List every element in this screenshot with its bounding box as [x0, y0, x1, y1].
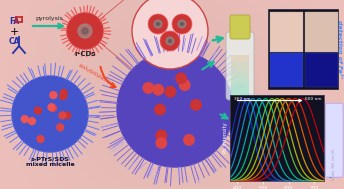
- Circle shape: [67, 13, 103, 49]
- FancyBboxPatch shape: [230, 15, 250, 39]
- FancyBboxPatch shape: [231, 91, 249, 93]
- Text: 360 nm: 360 nm: [234, 97, 250, 101]
- Y-axis label: PL Intensity: PL Intensity: [223, 123, 228, 153]
- FancyBboxPatch shape: [231, 57, 249, 58]
- FancyBboxPatch shape: [231, 60, 249, 61]
- FancyBboxPatch shape: [231, 77, 249, 78]
- FancyBboxPatch shape: [231, 67, 249, 69]
- FancyBboxPatch shape: [268, 9, 338, 89]
- Text: r-CDs: r-CDs: [74, 51, 96, 57]
- Circle shape: [143, 83, 154, 93]
- Circle shape: [166, 37, 174, 45]
- Circle shape: [57, 124, 64, 131]
- FancyBboxPatch shape: [231, 68, 249, 70]
- FancyBboxPatch shape: [231, 91, 249, 92]
- FancyBboxPatch shape: [231, 83, 249, 84]
- Circle shape: [64, 112, 71, 119]
- Text: Under 365 nm UV: Under 365 nm UV: [332, 148, 336, 180]
- FancyBboxPatch shape: [231, 88, 249, 90]
- FancyBboxPatch shape: [231, 74, 249, 75]
- FancyBboxPatch shape: [231, 60, 249, 62]
- Circle shape: [21, 116, 28, 122]
- Circle shape: [117, 51, 233, 167]
- Circle shape: [153, 84, 163, 95]
- Circle shape: [157, 22, 160, 26]
- Circle shape: [156, 130, 166, 141]
- FancyBboxPatch shape: [231, 59, 249, 60]
- Circle shape: [165, 87, 175, 97]
- FancyBboxPatch shape: [231, 84, 249, 86]
- Circle shape: [12, 76, 88, 152]
- Circle shape: [29, 118, 35, 125]
- FancyBboxPatch shape: [231, 64, 249, 65]
- FancyBboxPatch shape: [305, 12, 338, 52]
- FancyBboxPatch shape: [231, 77, 249, 79]
- FancyBboxPatch shape: [231, 90, 249, 91]
- Circle shape: [180, 80, 190, 90]
- Text: +: +: [9, 27, 19, 37]
- Circle shape: [132, 0, 208, 69]
- FancyBboxPatch shape: [231, 73, 249, 74]
- FancyBboxPatch shape: [231, 92, 249, 94]
- FancyBboxPatch shape: [231, 88, 249, 89]
- Text: full-color emission !: full-color emission !: [232, 170, 332, 180]
- Text: 600 nm: 600 nm: [305, 97, 322, 101]
- FancyBboxPatch shape: [231, 63, 249, 64]
- FancyBboxPatch shape: [231, 70, 249, 72]
- Circle shape: [59, 112, 66, 119]
- FancyBboxPatch shape: [231, 84, 249, 85]
- Circle shape: [176, 73, 186, 84]
- FancyBboxPatch shape: [231, 94, 249, 95]
- Circle shape: [169, 40, 172, 43]
- Circle shape: [148, 14, 168, 34]
- FancyBboxPatch shape: [231, 87, 249, 88]
- Circle shape: [160, 31, 180, 51]
- FancyBboxPatch shape: [305, 53, 338, 87]
- FancyBboxPatch shape: [231, 74, 249, 76]
- Text: CA: CA: [8, 36, 20, 46]
- FancyBboxPatch shape: [270, 12, 303, 52]
- Circle shape: [34, 107, 41, 114]
- Circle shape: [178, 20, 186, 28]
- Circle shape: [191, 100, 201, 110]
- FancyBboxPatch shape: [231, 54, 249, 56]
- Circle shape: [60, 93, 67, 100]
- Circle shape: [172, 14, 192, 34]
- FancyBboxPatch shape: [231, 66, 249, 67]
- Circle shape: [184, 135, 194, 145]
- Circle shape: [48, 104, 55, 111]
- Circle shape: [60, 89, 67, 96]
- FancyBboxPatch shape: [231, 81, 249, 82]
- Circle shape: [181, 22, 183, 26]
- FancyBboxPatch shape: [226, 32, 254, 100]
- Circle shape: [154, 20, 162, 28]
- FancyBboxPatch shape: [231, 61, 249, 63]
- FancyBboxPatch shape: [231, 70, 249, 71]
- Circle shape: [50, 92, 57, 98]
- FancyBboxPatch shape: [270, 53, 303, 87]
- Text: detection of Fe³⁺: detection of Fe³⁺: [337, 20, 343, 78]
- Circle shape: [37, 136, 44, 143]
- Text: s-PTrS/SDS
mixed micelle: s-PTrS/SDS mixed micelle: [25, 157, 74, 167]
- FancyBboxPatch shape: [231, 56, 249, 57]
- FancyBboxPatch shape: [231, 85, 249, 87]
- FancyBboxPatch shape: [231, 78, 249, 80]
- FancyBboxPatch shape: [231, 80, 249, 81]
- FancyBboxPatch shape: [231, 67, 249, 68]
- Circle shape: [78, 24, 92, 38]
- FancyBboxPatch shape: [231, 71, 249, 73]
- Circle shape: [156, 138, 166, 148]
- Text: pyrolysis: pyrolysis: [35, 16, 63, 21]
- Circle shape: [82, 28, 88, 34]
- Text: solubilization: solubilization: [78, 63, 116, 88]
- FancyBboxPatch shape: [231, 57, 249, 59]
- Circle shape: [155, 104, 165, 115]
- FancyBboxPatch shape: [231, 75, 249, 77]
- FancyBboxPatch shape: [231, 64, 249, 66]
- FancyBboxPatch shape: [325, 103, 343, 177]
- FancyBboxPatch shape: [231, 81, 249, 83]
- Circle shape: [50, 105, 56, 112]
- Text: FA: FA: [9, 16, 19, 26]
